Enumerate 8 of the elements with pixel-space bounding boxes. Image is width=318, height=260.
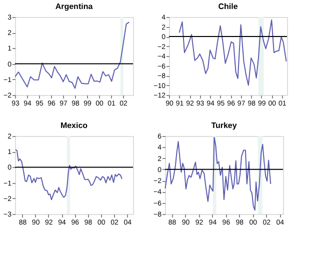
chart-title: Argentina (55, 2, 94, 11)
line-series (178, 19, 287, 86)
line-series (14, 149, 122, 200)
chart-title: Chile (218, 2, 238, 11)
chart-title: Turkey (211, 121, 238, 130)
chart-title: Mexico (60, 121, 88, 130)
line-series (164, 136, 272, 211)
line-series (14, 22, 130, 89)
